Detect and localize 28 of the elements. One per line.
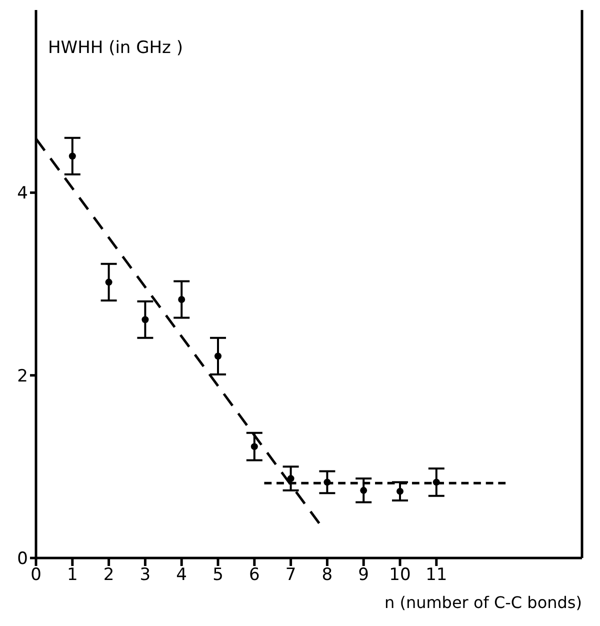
x-tick-label: 7 [285,565,296,586]
point [214,352,222,360]
x-tick-label: 10 [389,565,411,586]
x-tick-label: 4 [176,565,188,586]
x-tick-label: 5 [212,565,224,586]
x-tick-label: 6 [248,565,260,586]
point [432,478,440,486]
x-tick-label: 11 [426,565,448,586]
point [324,478,331,486]
y-tick-label: 0 [17,549,28,570]
point [68,152,76,160]
point [396,488,404,495]
point [142,316,149,324]
point [178,296,186,304]
x-axis-title: n (number of C-C bonds) [384,593,582,612]
point [360,486,368,494]
x-tick-label: 8 [322,565,333,586]
point [287,475,294,482]
y-axis-title: HWHH (in GHz ) [48,38,184,58]
x-tick-label: 9 [358,565,370,586]
x-tick-label: 1 [66,565,78,586]
y-tick-label: 2 [17,366,28,386]
x-tick-label: 3 [140,565,151,586]
x-tick-label: 2 [103,565,114,586]
point [105,278,112,286]
x-tick-label: 0 [30,565,42,586]
point [250,443,258,450]
y-tick-label: 4 [17,184,28,204]
